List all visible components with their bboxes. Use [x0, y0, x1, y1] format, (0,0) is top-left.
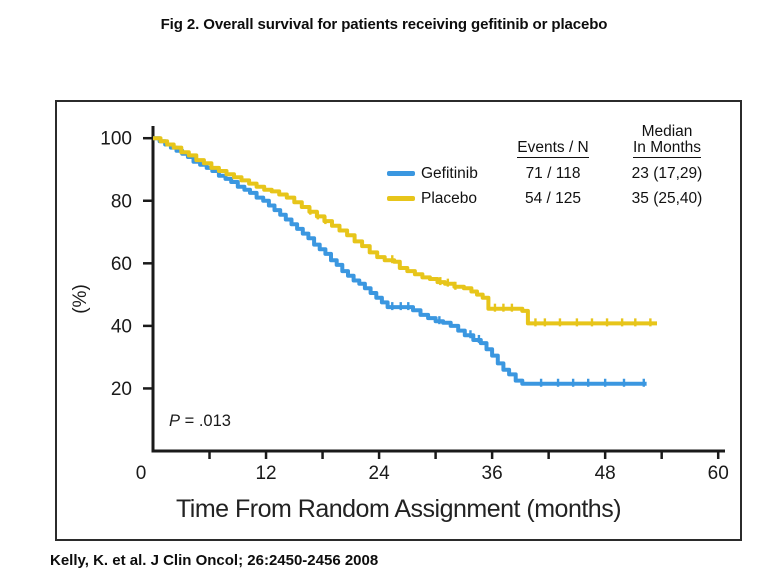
- y-tick-label: 60: [111, 254, 132, 275]
- legend-events-header: Events / N: [493, 139, 613, 158]
- y-tick-label: 20: [111, 379, 132, 400]
- legend-swatch-gefitinib: [387, 171, 415, 176]
- legend-median-header-underline: In Months: [632, 139, 702, 158]
- legend-events-gefitinib: 71 / 118: [525, 165, 581, 182]
- legend-median-header-line2: In Months: [607, 139, 727, 158]
- y-tick-label: 80: [111, 191, 132, 212]
- y-tick-label: 40: [111, 316, 132, 337]
- x-axis-label: Time From Random Assignment (months): [175, 495, 622, 523]
- legend-events-placebo: 54 / 125: [524, 190, 582, 207]
- x-tick-label: 12: [255, 463, 276, 484]
- x-tick-label: 48: [595, 463, 616, 484]
- legend-median-placebo: 35 (25,40): [631, 190, 703, 207]
- p-value-symbol: P: [169, 412, 181, 430]
- legend-swatch-placebo: [387, 196, 415, 201]
- legend-label-gefitinib: Gefitinib: [421, 165, 478, 182]
- x-tick-label: 60: [708, 463, 729, 484]
- p-value-annotation: P = .013: [169, 412, 231, 431]
- citation-text: Kelly, K. et al. J Clin Oncol; 26:2450-2…: [50, 552, 379, 569]
- y-tick-label: 100: [100, 129, 132, 150]
- x-tick-label: 36: [482, 463, 503, 484]
- survival-plot: 20 40 60 80 100 0 12 24 36 48 60: [100, 126, 729, 484]
- legend-median-header-line1: Median: [641, 123, 693, 140]
- figure-title: Fig 2. Overall survival for patients rec…: [160, 16, 608, 33]
- legend-label-placebo: Placebo: [421, 190, 478, 207]
- chart-frame: 20 40 60 80 100 0 12 24 36 48 60 (%) Time From Ran…: [55, 100, 742, 541]
- p-value-text: = .013: [180, 412, 231, 430]
- x-tick-label: 0: [136, 463, 147, 484]
- x-tick-label: 24: [369, 463, 391, 484]
- y-axis-label: (%): [70, 284, 91, 314]
- legend-median-gefitinib: 23 (17,29): [631, 165, 703, 182]
- legend-events-header-underline: Events / N: [517, 139, 589, 158]
